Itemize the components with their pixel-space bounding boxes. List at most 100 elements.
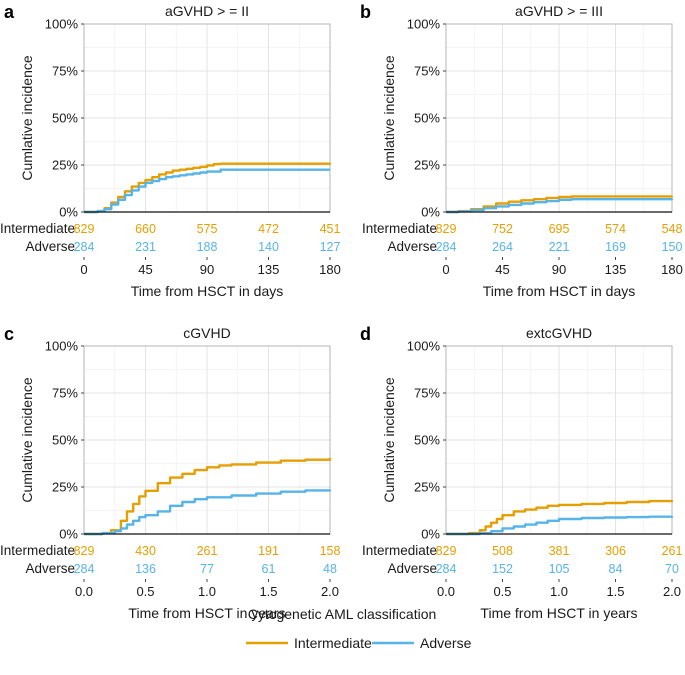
risk-count: 829	[74, 222, 95, 236]
legend: Cytogenetic AML classification Intermedi…	[246, 606, 472, 651]
y-tick-label: 25%	[52, 158, 78, 173]
risk-count: 284	[74, 240, 95, 254]
x-tick-label: 0	[80, 262, 87, 277]
risk-count: 158	[320, 544, 341, 558]
risk-count: 695	[549, 222, 570, 236]
risk-count: 150	[662, 240, 683, 254]
y-tick-label: 0%	[421, 527, 440, 542]
risk-row-label-intermediate: Intermediate	[362, 543, 437, 558]
y-tick-label: 50%	[52, 111, 78, 126]
risk-count: 508	[492, 544, 513, 558]
risk-count: 84	[609, 562, 623, 576]
panel-label: c	[4, 324, 14, 344]
risk-count: 48	[323, 562, 337, 576]
series-line-adverse	[446, 198, 674, 214]
y-tick-label: 75%	[414, 386, 440, 401]
series-line-adverse	[84, 168, 330, 214]
x-tick-label: 0.5	[136, 584, 154, 599]
risk-count: 231	[135, 240, 156, 254]
risk-count: 261	[662, 544, 683, 558]
y-axis-label: Cumlative incidence	[381, 377, 397, 502]
risk-count: 381	[549, 544, 570, 558]
y-tick-label: 75%	[414, 64, 440, 79]
risk-count: 221	[549, 240, 570, 254]
y-tick-label: 25%	[52, 480, 78, 495]
risk-count: 752	[492, 222, 513, 236]
risk-count: 284	[436, 240, 457, 254]
y-tick-label: 0%	[59, 527, 78, 542]
risk-count: 575	[197, 222, 218, 236]
risk-row-label-adverse: Adverse	[25, 561, 75, 576]
x-tick-label: 2.0	[321, 584, 339, 599]
risk-count: 306	[605, 544, 626, 558]
risk-count: 61	[262, 562, 276, 576]
y-tick-label: 100%	[45, 339, 79, 354]
risk-count: 261	[197, 544, 218, 558]
x-tick-label: 45	[495, 262, 509, 277]
risk-count: 284	[436, 562, 457, 576]
risk-count: 472	[258, 222, 279, 236]
y-tick-label: 0%	[421, 205, 440, 220]
risk-count: 105	[549, 562, 570, 576]
x-tick-label: 0.0	[75, 584, 93, 599]
risk-count: 264	[492, 240, 513, 254]
x-tick-label: 0	[442, 262, 449, 277]
y-tick-label: 25%	[414, 158, 440, 173]
risk-count: 548	[662, 222, 683, 236]
y-tick-label: 0%	[59, 205, 78, 220]
x-tick-label: 1.0	[198, 584, 216, 599]
panels: a aGVHD > = II 0% 25% 50% 75% 100% Cumlative in…	[0, 2, 683, 621]
x-tick-label: 0.0	[437, 584, 455, 599]
risk-count: 574	[605, 222, 626, 236]
series-line-adverse	[84, 489, 332, 536]
x-tick-label: 90	[552, 262, 566, 277]
y-tick-label: 50%	[414, 433, 440, 448]
x-axis-label: Time from HSCT in days	[131, 283, 283, 299]
y-axis-label: Cumlative incidence	[19, 377, 35, 502]
risk-count: 188	[197, 240, 218, 254]
panel-c: c cGVHD 0% 25% 50% 75% 100% Cumlative incidence…	[0, 324, 340, 621]
x-tick-label: 45	[138, 262, 152, 277]
series-line-adverse	[446, 515, 674, 536]
risk-count: 191	[258, 544, 279, 558]
risk-count: 284	[74, 562, 95, 576]
y-axis-label: Cumlative incidence	[381, 55, 397, 180]
panel-title: aGVHD > = II	[165, 3, 249, 19]
risk-row-label-intermediate: Intermediate	[0, 221, 75, 236]
panel-title: extcGVHD	[526, 325, 592, 341]
risk-count: 829	[74, 544, 95, 558]
panel-label: b	[360, 2, 371, 22]
risk-row-label-adverse: Adverse	[25, 239, 75, 254]
risk-count: 136	[135, 562, 156, 576]
y-tick-label: 50%	[52, 433, 78, 448]
y-tick-label: 100%	[407, 339, 441, 354]
risk-row-label-adverse: Adverse	[387, 239, 437, 254]
y-tick-label: 75%	[52, 386, 78, 401]
risk-count: 140	[258, 240, 279, 254]
legend-title: Cytogenetic AML classification	[248, 606, 437, 622]
x-axis-label: Time from HSCT in years	[128, 605, 285, 621]
panel-a: a aGVHD > = II 0% 25% 50% 75% 100% Cumlative in…	[0, 2, 341, 299]
x-tick-label: 1.0	[550, 584, 568, 599]
risk-count: 152	[492, 562, 513, 576]
risk-count: 430	[135, 544, 156, 558]
x-tick-label: 180	[319, 262, 341, 277]
legend-label-adverse: Adverse	[420, 635, 472, 651]
risk-row-label-intermediate: Intermediate	[362, 221, 437, 236]
risk-count: 829	[436, 544, 457, 558]
panel-title: aGVHD > = III	[515, 3, 603, 19]
risk-count: 829	[436, 222, 457, 236]
risk-count: 169	[605, 240, 626, 254]
x-tick-label: 135	[258, 262, 280, 277]
panel-label: d	[360, 324, 371, 344]
risk-row-label-adverse: Adverse	[387, 561, 437, 576]
x-tick-label: 180	[661, 262, 683, 277]
series-line-intermediate	[446, 499, 674, 536]
series-line-intermediate	[84, 162, 332, 214]
x-tick-label: 2.0	[663, 584, 681, 599]
y-tick-label: 100%	[45, 17, 79, 32]
x-tick-label: 1.5	[259, 584, 277, 599]
panel-label: a	[4, 2, 15, 22]
x-axis-label: Time from HSCT in years	[480, 605, 637, 621]
